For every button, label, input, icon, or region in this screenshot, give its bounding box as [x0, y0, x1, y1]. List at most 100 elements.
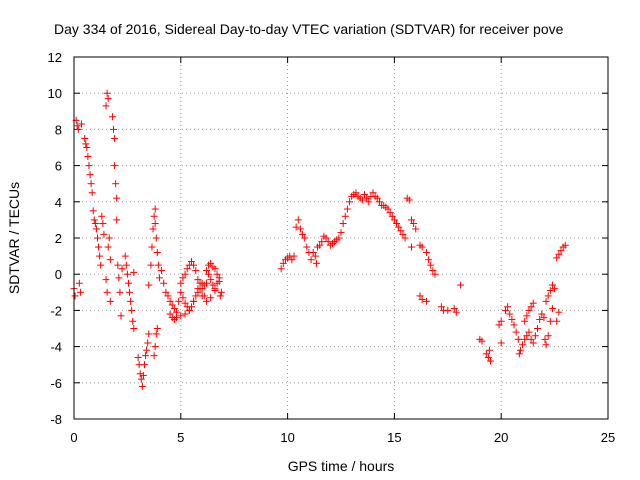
x-axis-label: GPS time / hours [288, 458, 395, 474]
data-point [497, 317, 505, 325]
data-point [399, 230, 407, 238]
data-point [397, 227, 405, 235]
data-point [360, 191, 368, 199]
y-tick-label: 12 [48, 50, 62, 65]
data-point [407, 243, 415, 251]
data-point [529, 299, 537, 307]
data-point [202, 297, 210, 305]
data-point [166, 297, 174, 305]
data-point [113, 194, 121, 202]
data-point [294, 216, 302, 224]
data-point [173, 314, 181, 322]
y-tick-label: 8 [55, 122, 62, 137]
data-point [341, 212, 349, 220]
data-point [457, 281, 465, 289]
data-point [183, 265, 191, 273]
x-tick-label: 0 [70, 430, 77, 445]
data-point [170, 305, 178, 313]
data-point [365, 198, 373, 206]
data-point [190, 297, 198, 305]
data-point [373, 194, 381, 202]
y-tick-label: -6 [50, 376, 62, 391]
data-point [390, 216, 398, 224]
x-tick-label: 10 [280, 430, 294, 445]
data-point [299, 230, 307, 238]
data-point [111, 162, 119, 170]
data-point [343, 205, 351, 213]
data-point [95, 243, 103, 251]
data-point [96, 252, 104, 260]
data-point [139, 372, 147, 380]
y-tick-label: 0 [55, 267, 62, 282]
data-point [541, 335, 549, 343]
data-point [115, 274, 123, 282]
data-point [138, 382, 146, 390]
data-point [352, 189, 360, 197]
data-point [187, 303, 195, 311]
data-point [401, 234, 409, 242]
data-point [487, 357, 495, 365]
data-point [123, 270, 131, 278]
data-point [164, 292, 172, 300]
data-point [181, 299, 189, 307]
data-point [108, 113, 116, 121]
data-point [151, 205, 159, 213]
data-point [129, 317, 137, 325]
data-point [160, 279, 168, 287]
data-point [73, 122, 81, 130]
data-point [118, 265, 126, 273]
data-point [92, 225, 100, 233]
data-point [153, 325, 161, 332]
data-point [207, 276, 215, 284]
data-point [121, 252, 129, 260]
data-point [412, 225, 420, 233]
data-point [386, 209, 394, 217]
y-tick-label: 6 [55, 159, 62, 174]
plot-frame [73, 56, 609, 420]
data-point [312, 259, 320, 267]
data-point [216, 292, 224, 300]
data-point [127, 297, 135, 305]
data-point [213, 270, 221, 278]
data-point [418, 243, 426, 251]
y-tick-label: 4 [55, 195, 62, 210]
data-point [177, 288, 185, 296]
data-point [324, 238, 332, 246]
data-point [211, 286, 219, 294]
data-point [546, 286, 554, 294]
data-point [555, 250, 563, 258]
data-point [113, 216, 121, 224]
data-point [450, 305, 458, 313]
data-point [181, 270, 189, 278]
y-tick-label: 10 [48, 86, 62, 101]
data-point [322, 234, 330, 242]
data-point [395, 223, 403, 231]
data-point [143, 346, 151, 354]
data-point [177, 279, 185, 287]
data-point [553, 254, 561, 262]
data-point [523, 332, 531, 340]
data-point [506, 310, 514, 318]
data-point [512, 328, 520, 336]
data-point [71, 292, 79, 300]
data-point [525, 306, 533, 314]
data-point [418, 296, 426, 304]
data-point [527, 335, 535, 343]
data-point [177, 312, 185, 320]
data-point [145, 330, 153, 338]
data-point [106, 297, 114, 305]
data-point [194, 288, 202, 296]
data-point [137, 375, 145, 383]
data-point [150, 352, 158, 360]
data-point [148, 243, 156, 251]
data-point [88, 189, 96, 197]
data-point [375, 198, 383, 206]
data-point [145, 281, 153, 289]
data-point [561, 241, 569, 249]
data-point [179, 274, 187, 282]
data-point [130, 325, 138, 332]
data-point [536, 315, 544, 323]
data-point [540, 314, 548, 322]
data-point [307, 256, 315, 264]
data-point [110, 125, 118, 133]
